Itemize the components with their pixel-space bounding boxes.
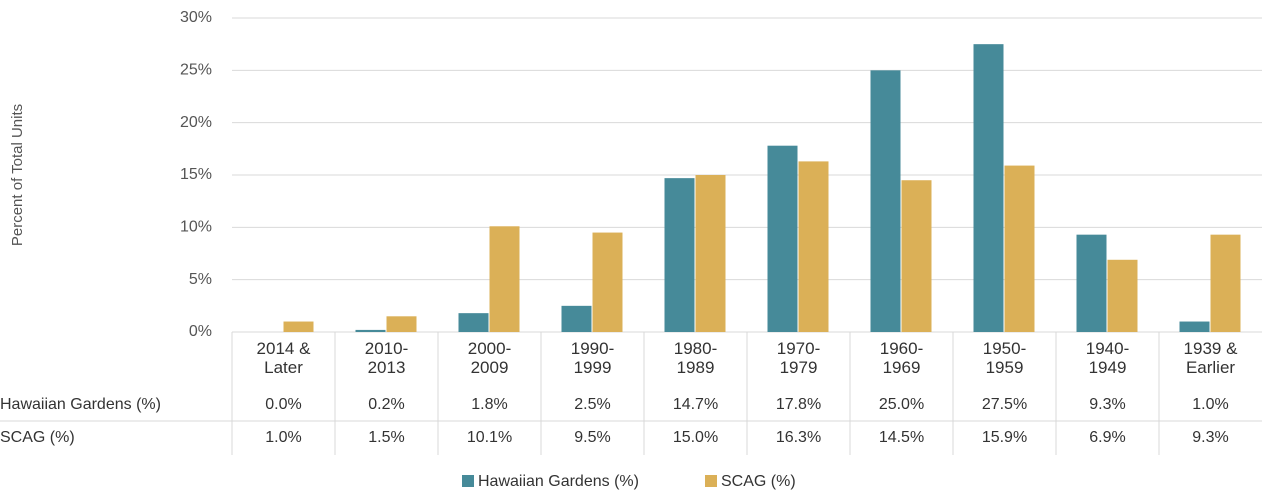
x-tick-label: 1940- 1949 <box>1085 339 1130 377</box>
bar <box>561 305 592 332</box>
bar <box>458 313 489 332</box>
x-tick-label: 1960- 1969 <box>879 339 924 377</box>
bar <box>1004 165 1035 332</box>
legend-swatch <box>462 475 474 487</box>
bar <box>1076 234 1107 332</box>
table-cell: 10.1% <box>467 429 512 446</box>
bar <box>489 226 520 332</box>
y-tick-label: 25% <box>180 62 212 79</box>
x-tick-label: 2014 & Later <box>256 339 311 377</box>
x-tick-label: 2010- 2013 <box>364 339 409 377</box>
table-cell: 14.5% <box>879 429 924 446</box>
table-cell: 9.3% <box>1089 396 1125 413</box>
bar <box>695 175 726 332</box>
table-cell: 1.5% <box>368 429 404 446</box>
x-tick-label: 1970- 1979 <box>776 339 821 377</box>
table-cell: 25.0% <box>879 396 924 413</box>
y-tick-label: 5% <box>189 271 212 288</box>
bar <box>386 316 417 332</box>
bar <box>592 232 623 332</box>
bar <box>798 161 829 332</box>
y-tick-label: 0% <box>189 323 212 340</box>
x-tick-label: 2000- 2009 <box>467 339 512 377</box>
table-cell: 2.5% <box>574 396 610 413</box>
legend-label: Hawaiian Gardens (%) <box>478 473 639 490</box>
x-tick-label: 1990- 1999 <box>570 339 615 377</box>
table-cell: 9.3% <box>1192 429 1228 446</box>
table-cell: 16.3% <box>776 429 821 446</box>
bar <box>973 44 1004 333</box>
y-tick-label: 10% <box>180 219 212 236</box>
table-cell: 0.2% <box>368 396 404 413</box>
legend-label: SCAG (%) <box>721 473 796 490</box>
x-tick-label: 1980- 1989 <box>673 339 718 377</box>
table-cell: 14.7% <box>673 396 718 413</box>
bar <box>870 70 901 332</box>
bar <box>1210 234 1241 332</box>
table-cell: 1.8% <box>471 396 507 413</box>
legend-swatch <box>705 475 717 487</box>
table-cell: 15.9% <box>982 429 1027 446</box>
table-cell: 1.0% <box>265 429 301 446</box>
bar <box>355 329 386 332</box>
table-cell: 9.5% <box>574 429 610 446</box>
bar <box>283 321 314 332</box>
table-cell: 1.0% <box>1192 396 1228 413</box>
bar <box>901 180 932 332</box>
table-cell: 17.8% <box>776 396 821 413</box>
table-cell: 15.0% <box>673 429 718 446</box>
table-row-header: Hawaiian Gardens (%) <box>0 396 161 413</box>
table-cell: 0.0% <box>265 396 301 413</box>
bar <box>1179 321 1210 332</box>
table-cell: 6.9% <box>1089 429 1125 446</box>
y-tick-label: 30% <box>180 9 212 26</box>
table-row-header: SCAG (%) <box>0 429 75 446</box>
bar <box>1107 259 1138 332</box>
y-tick-label: 15% <box>180 166 212 183</box>
x-tick-label: 1939 & Earlier <box>1183 339 1238 377</box>
y-axis-label: Percent of Total Units <box>9 104 26 246</box>
table-cell: 27.5% <box>982 396 1027 413</box>
y-tick-label: 20% <box>180 114 212 131</box>
bar <box>767 145 798 332</box>
x-tick-label: 1950- 1959 <box>982 339 1027 377</box>
bar <box>664 178 695 332</box>
